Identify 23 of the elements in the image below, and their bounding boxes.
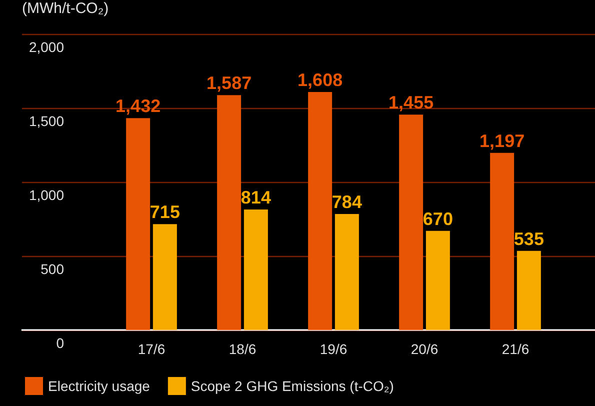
x-tick-label: 21/6 <box>502 341 530 357</box>
y-tick-label: 1,000 <box>28 187 64 203</box>
y-tick-label: 2,000 <box>28 39 64 55</box>
x-tick-label: 18/6 <box>228 341 256 357</box>
data-label: 1,608 <box>298 70 343 90</box>
data-label: 814 <box>240 188 271 208</box>
data-label: 670 <box>422 208 453 229</box>
data-label: 1,432 <box>116 96 161 116</box>
y-axis-title: (MWh/t-CO₂) <box>22 0 109 17</box>
data-label: 1,455 <box>388 92 434 113</box>
x-tick-label: 17/6 <box>138 341 166 357</box>
legend-label: Electricity usage <box>48 378 150 394</box>
legend-label: Scope 2 GHG Emissions (t-CO₂) <box>190 378 394 394</box>
x-tick-label: 20/6 <box>410 341 438 357</box>
data-label: 1,587 <box>206 73 252 94</box>
y-tick-label: 500 <box>40 261 64 277</box>
data-label: 535 <box>514 228 544 249</box>
y-tick-label: 1,500 <box>28 113 64 129</box>
y-tick-label: 0 <box>56 335 64 351</box>
data-label: 715 <box>150 202 180 222</box>
data-label: 1,197 <box>480 130 525 151</box>
x-tick-label: 19/6 <box>320 341 348 357</box>
data-label: 784 <box>332 192 362 212</box>
